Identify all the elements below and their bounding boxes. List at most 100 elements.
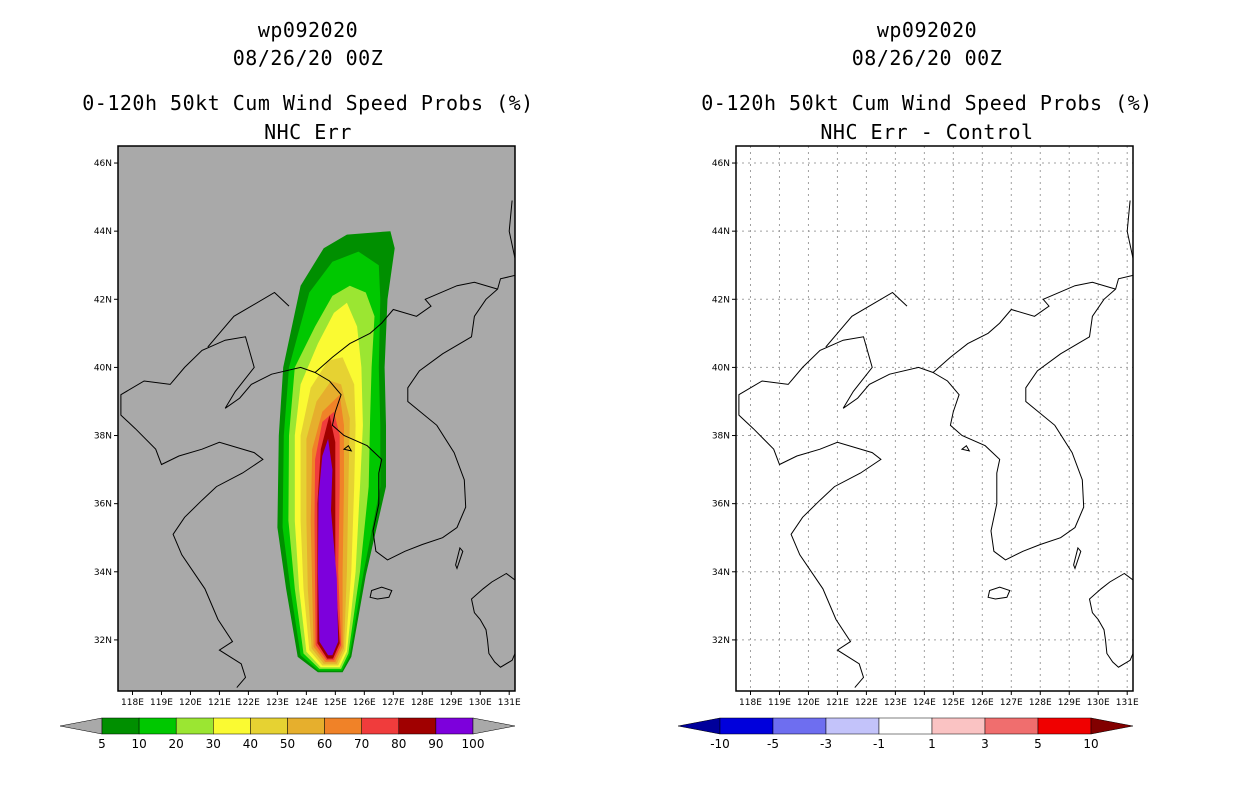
colorbar-label: -5	[767, 737, 779, 751]
lat-tick-label: 40N	[712, 363, 730, 373]
lon-tick-label: 128E	[411, 698, 434, 708]
lon-tick-label: 131E	[1116, 698, 1139, 708]
coastline-china-coast	[738, 336, 934, 688]
colorbar-label: 20	[169, 737, 184, 751]
right-colorbar: -10 -5 -3 -1 1 3 5 10	[677, 717, 1134, 751]
right-subtitle: NHC Err - Control	[820, 120, 1034, 144]
coastline-korea-west-islands	[960, 444, 971, 452]
coastline-china-inland-detail	[825, 291, 908, 348]
map-background	[736, 146, 1133, 691]
lat-tick-label: 46N	[94, 159, 112, 169]
colorbar-swatch	[361, 717, 400, 735]
colorbar-swatch	[719, 717, 774, 735]
coastline-japan-kyushu	[470, 572, 515, 668]
colorbar-label: 50	[280, 737, 295, 751]
lon-tick-label: 118E	[121, 698, 144, 708]
colorbar-label: 30	[206, 737, 221, 751]
colorbar-swatch	[324, 717, 362, 735]
lat-tick-label: 44N	[94, 227, 112, 237]
colorbar-label: 90	[428, 737, 443, 751]
colorbar-label: -1	[873, 737, 885, 751]
coastline-korea-coast	[932, 274, 1133, 561]
lon-tick-label: 120E	[797, 698, 820, 708]
colorbar-label: 5	[1034, 737, 1042, 751]
colorbar-label: 60	[317, 737, 332, 751]
colorbar-extend-high	[1090, 717, 1134, 735]
colorbar-label: 40	[243, 737, 258, 751]
lon-tick-label: 122E	[237, 698, 260, 708]
map-frame	[735, 145, 1134, 692]
colorbar-swatch	[398, 717, 437, 735]
lon-tick-label: 121E	[826, 698, 849, 708]
coastline-china-coast	[120, 336, 316, 688]
coastline-russia-china-border	[508, 200, 515, 276]
lon-tick-label: 126E	[971, 698, 994, 708]
right-map-panel: 32N 34N 36N 38N 40N 42N 44N 46N 118E 119E 120E 121E…	[712, 145, 1139, 708]
lon-tick-label: 129E	[440, 698, 463, 708]
lat-tick-label: 44N	[712, 227, 730, 237]
lon-tick-label: 127E	[382, 698, 405, 708]
left-product-title: 0-120h 50kt Cum Wind Speed Probs (%)	[82, 91, 534, 115]
colorbar-label: 70	[354, 737, 369, 751]
colorbar-extend-low	[677, 717, 721, 735]
right-product-title: 0-120h 50kt Cum Wind Speed Probs (%)	[701, 91, 1153, 115]
lon-tick-label: 130E	[469, 698, 492, 708]
colorbar-swatch	[931, 717, 986, 735]
lon-tick-label: 123E	[266, 698, 289, 708]
lat-tick-label: 42N	[94, 295, 112, 305]
lat-tick-label: 36N	[712, 500, 730, 510]
lat-tick-label: 42N	[712, 295, 730, 305]
colorbar-label: 1	[928, 737, 936, 751]
colorbar-swatch	[213, 717, 251, 735]
lat-tick-label: 38N	[94, 432, 112, 442]
lat-tick-label: 40N	[94, 363, 112, 373]
lon-tick-label: 122E	[855, 698, 878, 708]
lat-tick-label: 32N	[94, 636, 112, 646]
lon-tick-label: 119E	[768, 698, 791, 708]
lat-tick-label: 34N	[712, 568, 730, 578]
coastline-korea-west-islands	[342, 444, 353, 452]
colorbar-label: 3	[981, 737, 989, 751]
colorbar-swatch	[138, 717, 177, 735]
coastline-russia-china-border	[1126, 200, 1133, 276]
coastline-tsushima	[1073, 546, 1082, 570]
colorbar-label: -3	[820, 737, 832, 751]
colorbar-label: -10	[710, 737, 730, 751]
colorbar-label: 10	[131, 737, 146, 751]
lat-tick-label: 36N	[94, 500, 112, 510]
lon-tick-label: 124E	[913, 698, 936, 708]
lon-tick-label: 121E	[208, 698, 231, 708]
colorbar-swatch	[984, 717, 1039, 735]
lon-tick-label: 123E	[884, 698, 907, 708]
colorbar-label: 80	[391, 737, 406, 751]
lon-tick-label: 130E	[1087, 698, 1110, 708]
lon-tick-label: 126E	[353, 698, 376, 708]
colorbar-swatch	[825, 717, 880, 735]
coastline-japan-honshu-tip	[514, 560, 515, 562]
colorbar-swatch	[772, 717, 827, 735]
map-frame	[117, 145, 516, 692]
coastline-jeju	[987, 586, 1011, 600]
lon-tick-label: 131E	[498, 698, 521, 708]
left-subtitle: NHC Err	[264, 120, 352, 144]
coastline-china-inland-detail	[207, 291, 290, 348]
probability-contour-90	[317, 438, 339, 656]
left-map-panel: 32N 34N 36N 38N 40N 42N 44N 46N 118E 119E 120E 121E…	[94, 145, 521, 708]
left-colorbar: 5 10 20 30 40 50 60 70 80 90 100	[59, 717, 516, 751]
coastline-japan-kyushu	[1088, 572, 1133, 668]
colorbar-swatch	[1037, 717, 1092, 735]
colorbar-extend-low	[59, 717, 103, 735]
lon-tick-label: 119E	[150, 698, 173, 708]
lon-tick-label: 129E	[1058, 698, 1081, 708]
colorbar-swatch	[287, 717, 325, 735]
coastline-korea-coast	[314, 274, 515, 561]
lat-tick-label: 46N	[712, 159, 730, 169]
coastline-yalu-border	[932, 281, 1116, 373]
lat-tick-label: 34N	[94, 568, 112, 578]
coastline-japan-honshu-tip	[1132, 560, 1133, 562]
colorbar-swatch	[878, 717, 933, 735]
colorbar-swatch	[175, 717, 214, 735]
lon-tick-label: 118E	[739, 698, 762, 708]
lon-tick-label: 125E	[942, 698, 965, 708]
coastline-jeju	[369, 586, 393, 600]
